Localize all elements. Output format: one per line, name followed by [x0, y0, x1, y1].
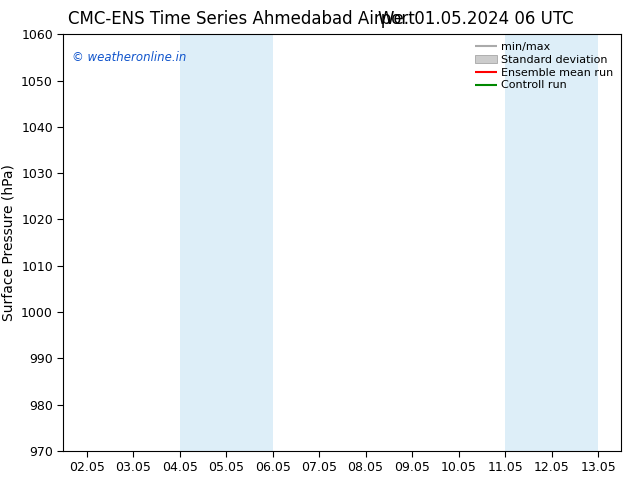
- Legend: min/max, Standard deviation, Ensemble mean run, Controll run: min/max, Standard deviation, Ensemble me…: [472, 40, 616, 93]
- Bar: [179, 34, 273, 451]
- Text: © weatheronline.in: © weatheronline.in: [72, 51, 186, 64]
- Text: We. 01.05.2024 06 UTC: We. 01.05.2024 06 UTC: [378, 10, 573, 28]
- Text: CMC-ENS Time Series Ahmedabad Airport: CMC-ENS Time Series Ahmedabad Airport: [68, 10, 414, 28]
- Y-axis label: Surface Pressure (hPa): Surface Pressure (hPa): [1, 164, 16, 321]
- Bar: [505, 34, 598, 451]
